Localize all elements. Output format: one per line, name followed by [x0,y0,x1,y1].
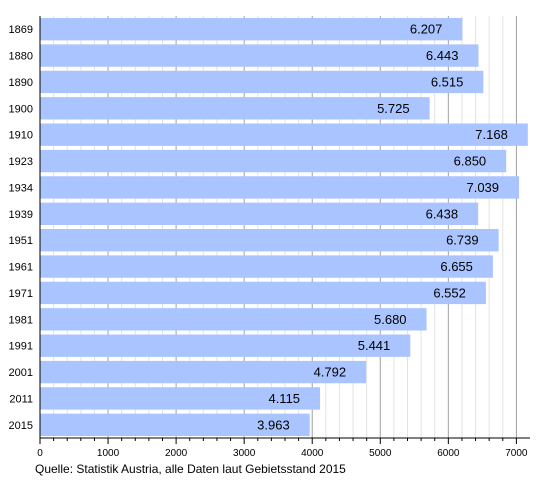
bar-value-label: 6.655 [440,259,473,274]
category-label: 2011 [9,393,33,405]
bar-value-label: 6.515 [431,74,464,89]
category-label: 1951 [9,235,33,247]
bar [40,255,493,278]
bar [40,387,321,410]
bar-value-label: 6.443 [426,48,459,63]
x-tick-label: 3000 [233,448,256,459]
bar-value-label: 6.850 [454,154,487,169]
x-tick-label: 0 [37,448,43,459]
x-tick-label: 6000 [437,448,460,459]
bar-value-label: 7.039 [466,180,499,195]
bar [40,176,520,199]
category-label: 1890 [9,77,33,89]
bar [40,281,486,305]
x-tick-label: 4000 [301,448,324,459]
bar-value-label: 5.441 [358,338,391,353]
category-label: 1934 [9,182,33,194]
x-tick-label: 2000 [165,448,188,459]
bar [40,202,479,225]
bars: 6.207 6.443 6.515 5.725 7.168 6.850 7.039 6.438… [40,18,528,436]
bar [40,149,507,173]
bar-value-label: 6.207 [410,22,443,37]
category-label: 1910 [9,130,33,142]
x-tick-label: 7000 [505,448,528,459]
x-tick-label: 5000 [369,448,392,459]
bar-value-label: 4.115 [268,391,300,406]
bar [40,18,463,41]
category-label: 1900 [9,103,33,115]
category-label: 1971 [9,288,33,300]
bar-value-label: 6.739 [446,233,479,248]
category-label: 1939 [9,209,33,221]
category-label: 1880 [9,51,33,63]
bar [40,97,430,120]
bar [40,123,528,146]
bar [40,334,411,357]
bar [40,360,367,384]
bar [40,70,484,94]
bar-value-label: 5.725 [377,101,410,116]
category-label: 2015 [9,420,33,432]
x-tick-label: 1000 [97,448,120,459]
category-label: 1991 [9,341,33,353]
bar-value-label: 4.792 [314,365,347,380]
bar-value-label: 6.552 [433,285,466,300]
bar-value-label: 3.963 [257,417,290,432]
bar-value-label: 7.168 [475,127,508,142]
bar [40,413,310,436]
bar-value-label: 5.680 [374,312,407,327]
category-label: 1961 [9,262,33,274]
bar [40,229,499,252]
axes: 1869 1880 1890 1900 1910 1923 1934 1939 1951 1961… [9,16,530,459]
category-label: 1869 [9,24,33,36]
source-note: Quelle: Statistik Austria, alle Daten la… [35,462,346,476]
category-label: 1981 [9,314,33,326]
category-label: 2001 [9,367,33,379]
bar [40,308,427,331]
category-label: 1923 [9,156,33,168]
bar-value-label: 6.438 [426,206,459,221]
bar [40,44,479,67]
